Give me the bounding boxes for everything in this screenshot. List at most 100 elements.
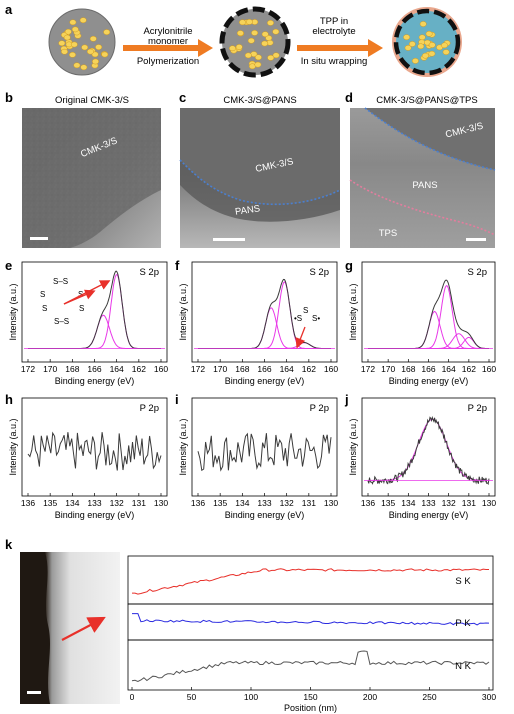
tem-image-c <box>179 108 341 248</box>
sulfur-pore <box>417 43 425 50</box>
step1-label-top2: monomer <box>148 36 188 47</box>
x-tick-label: 170 <box>213 364 227 374</box>
x-tick-label: 130 <box>154 498 168 508</box>
line-scan-2: N K <box>127 639 494 691</box>
x-tick-label: 168 <box>65 364 79 374</box>
x-tick-label: 133 <box>421 498 435 508</box>
sulfur-pore <box>64 28 72 35</box>
sulfur-pore <box>86 48 94 55</box>
component-peak-0 <box>368 310 489 349</box>
svg-text:S: S <box>79 304 84 313</box>
sulfur-pore <box>254 61 262 68</box>
scan-line <box>132 613 490 626</box>
panel-b-title: Original CMK-3/S <box>55 95 129 106</box>
x-tick-label: 162 <box>302 364 316 374</box>
svg-text:S: S <box>303 306 308 315</box>
svg-text:S–S: S–S <box>54 317 69 326</box>
element-label: S K <box>455 576 471 587</box>
sulfur-pore <box>235 44 243 50</box>
boundary-dots-d-pink <box>349 179 496 236</box>
x-tick-label: 166 <box>421 364 435 374</box>
x-tick-label: 134 <box>65 498 79 508</box>
component-peak-0 <box>28 314 161 349</box>
k-x-tick-label: 100 <box>244 692 258 702</box>
sulfur-pore <box>404 45 412 51</box>
measured-spectrum <box>28 270 161 349</box>
sulfur-pore <box>425 30 433 37</box>
sulfur-pore <box>421 52 429 59</box>
sulfur-pore <box>103 29 111 35</box>
sulfur-pore <box>272 28 280 35</box>
spectrum-tag: P 2p <box>468 403 487 414</box>
schematic-particle-2 <box>219 6 291 78</box>
process-arrow-2 <box>297 39 383 57</box>
scale-bar-b <box>30 237 48 240</box>
xps-chart-j: P 2p Intensity (a.u.) Binding energy (eV) 1… <box>348 397 496 520</box>
y-axis-label: Intensity (a.u.) <box>348 283 358 340</box>
scale-bar-k <box>27 691 41 694</box>
k-x-tick-label: 0 <box>130 692 135 702</box>
sulfur-pore <box>418 34 426 41</box>
sulfur-pore <box>229 45 236 52</box>
sulfur-pore <box>441 42 448 49</box>
x-axis-label: Binding energy (eV) <box>389 376 469 386</box>
sulfur-pore <box>428 42 436 48</box>
x-tick-label: 168 <box>235 364 249 374</box>
boundary-dots-d-blue <box>364 107 496 171</box>
line-scan-0: S K <box>127 555 494 605</box>
y-axis-label: Intensity (a.u.) <box>178 283 188 340</box>
x-tick-label: 170 <box>43 364 57 374</box>
x-axis-label: Binding energy (eV) <box>389 510 469 520</box>
xps-chart-g: S 2p Intensity (a.u.) Binding energy (eV) 1… <box>348 261 496 386</box>
x-axis-label: Binding energy (eV) <box>225 510 305 520</box>
x-tick-label: 164 <box>280 364 294 374</box>
sulfur-pore <box>442 49 450 55</box>
x-tick-label: 135 <box>43 498 57 508</box>
panel-letter-g: g <box>345 258 353 273</box>
sulfur-pore <box>411 58 419 64</box>
boundary-dots-c <box>179 159 341 206</box>
x-tick-label: 135 <box>213 498 227 508</box>
x-tick-label: 133 <box>87 498 101 508</box>
x-tick-label: 134 <box>235 498 249 508</box>
x-axis-label: Binding energy (eV) <box>225 376 305 386</box>
xps-chart-h: P 2p Intensity (a.u.) Binding energy (eV) 1… <box>8 397 168 520</box>
sulfur-pore <box>408 41 416 47</box>
sulfur-pore <box>58 40 66 47</box>
step2-label-top2: electrolyte <box>312 26 355 37</box>
scan-line <box>131 650 490 683</box>
measured-spectrum <box>367 415 490 486</box>
panel-c-title: CMK-3/S@PANS <box>223 95 296 106</box>
svg-text:S: S <box>42 304 47 313</box>
x-tick-label: 166 <box>87 364 101 374</box>
tem-d-label-2: PANS <box>412 180 437 191</box>
panel-letter-e: e <box>5 258 12 273</box>
panel-letter-d: d <box>345 90 353 105</box>
svg-text:S•: S• <box>312 314 320 323</box>
sulfur-pore <box>261 40 269 47</box>
panel-letter-c: c <box>179 90 186 105</box>
x-tick-label: 132 <box>280 498 294 508</box>
sulfur-pore <box>101 51 109 58</box>
x-tick-label: 132 <box>110 498 124 508</box>
x-tick-label: 170 <box>381 364 395 374</box>
x-tick-label: 164 <box>442 364 456 374</box>
k-x-axis-label: Position (nm) <box>284 703 337 713</box>
spectrum-tag: P 2p <box>140 403 159 414</box>
x-tick-label: 132 <box>442 498 456 508</box>
sulfur-pore <box>267 54 275 61</box>
sulfur-pore <box>92 58 99 65</box>
element-label: P K <box>455 618 471 629</box>
sulfur-pore <box>236 30 244 36</box>
svg-text:S: S <box>78 290 83 299</box>
sulfur-pore <box>89 35 97 42</box>
sulfur-pore <box>244 52 252 59</box>
y-axis-label: Intensity (a.u.) <box>8 283 18 340</box>
x-tick-label: 162 <box>132 364 146 374</box>
sulfur-pore <box>419 21 427 27</box>
x-tick-label: 130 <box>482 498 496 508</box>
sulfur-pore <box>254 54 262 61</box>
noise-spectrum <box>197 432 332 472</box>
radical-sulfur-diagram: •SS S• <box>294 306 320 349</box>
